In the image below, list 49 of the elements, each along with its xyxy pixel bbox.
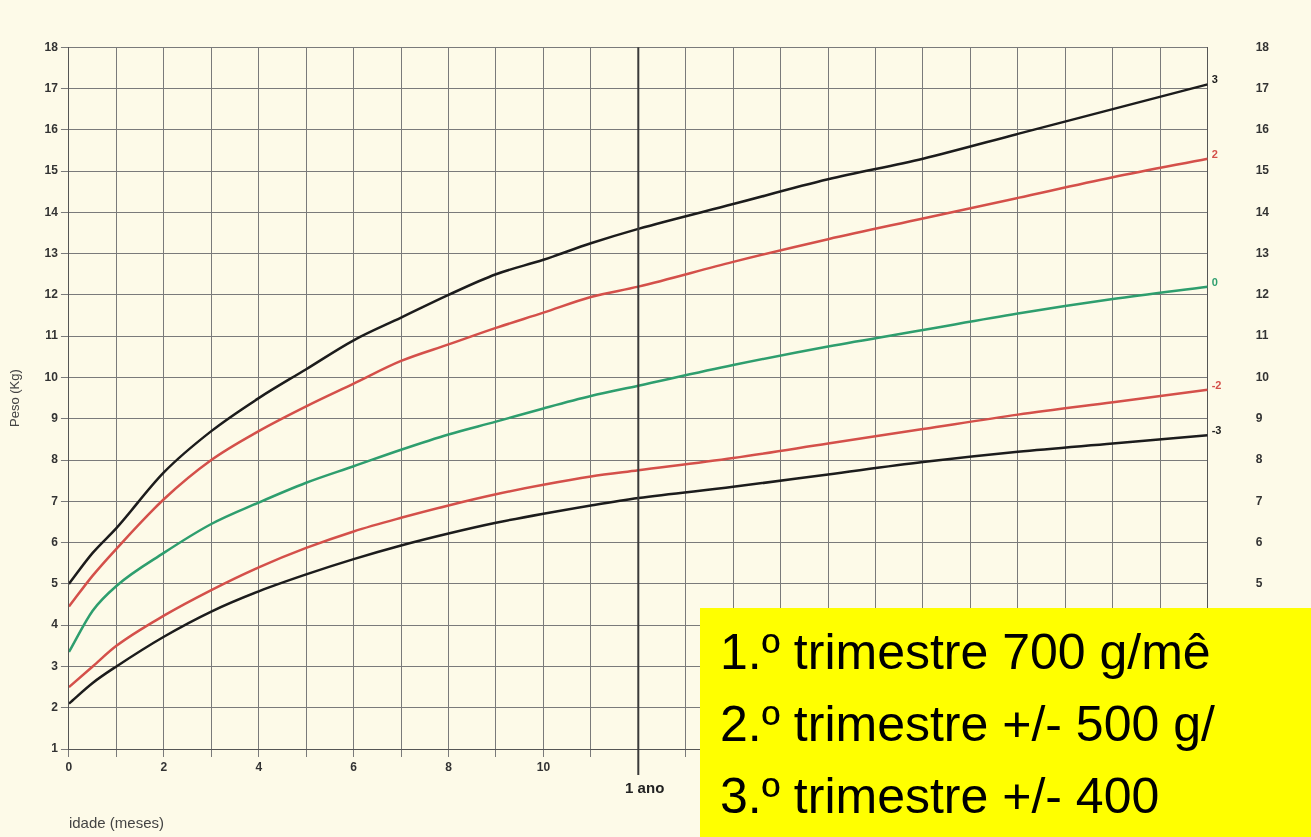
y-tick-label: 11 — [45, 328, 59, 343]
y-tick-label: 5 — [51, 576, 59, 591]
y2-tick-label: 8 — [1255, 452, 1263, 467]
y-tick-label: 6 — [51, 534, 59, 549]
series-label: 0 — [1211, 275, 1218, 288]
annotation: 1.º trimestre 700 g/mê — [720, 623, 1212, 682]
y2-tick-label: 9 — [1255, 411, 1263, 426]
y2-tick-label: 15 — [1255, 163, 1270, 178]
text: 3.º trimestre +/- 400 — [720, 767, 1161, 826]
y-tick-label: 18 — [44, 39, 59, 54]
y-tick-label: 10 — [44, 369, 59, 384]
x-tick-label: 0 — [65, 759, 73, 774]
y-tick-label: 16 — [44, 122, 59, 137]
y-tick-label: 12 — [44, 287, 59, 302]
y-axis-title: Peso (Kg) — [7, 369, 23, 428]
ref-line-label: 1 ano — [625, 778, 665, 796]
series-label: 2 — [1211, 147, 1218, 160]
y-tick-label: 8 — [51, 452, 59, 467]
annotation: 2.º trimestre +/- 500 g/ — [720, 695, 1216, 754]
y2-tick-label: 10 — [1255, 369, 1270, 384]
series-label: -3 — [1211, 424, 1222, 437]
series-label: 3 — [1211, 73, 1218, 86]
x-tick-label: 6 — [350, 759, 358, 774]
y2-tick-label: 18 — [1255, 39, 1270, 54]
y-tick-label: 1 — [51, 741, 59, 756]
x-tick-label: 2 — [160, 759, 168, 774]
y2-tick-label: 16 — [1255, 122, 1270, 137]
y-tick-label: 4 — [51, 617, 59, 632]
series-label: -2 — [1211, 378, 1222, 391]
x-tick-label: 4 — [255, 759, 263, 774]
x-tick-label: 10 — [536, 759, 551, 774]
y2-tick-label: 6 — [1255, 534, 1263, 549]
y-tick-label: 2 — [51, 700, 59, 715]
y-tick-label: 17 — [44, 80, 59, 95]
y-tick-label: 9 — [51, 411, 59, 426]
y-tick-label: 14 — [44, 204, 59, 219]
y-tick-label: 3 — [51, 658, 59, 673]
x-axis-title: idade (meses) — [68, 814, 164, 832]
y2-tick-label: 17 — [1255, 80, 1270, 95]
y2-tick-label: 11 — [1255, 328, 1269, 343]
x-tick-label: 8 — [445, 759, 453, 774]
y2-tick-label: 14 — [1255, 204, 1270, 219]
y2-tick-label: 13 — [1255, 245, 1270, 260]
y-tick-label: 13 — [44, 245, 59, 260]
y2-tick-label: 12 — [1255, 287, 1270, 302]
y-tick-label: 7 — [51, 493, 59, 508]
y-tick-label: 15 — [44, 163, 59, 178]
y2-tick-label: 7 — [1255, 493, 1263, 508]
y2-tick-label: 5 — [1255, 576, 1263, 591]
